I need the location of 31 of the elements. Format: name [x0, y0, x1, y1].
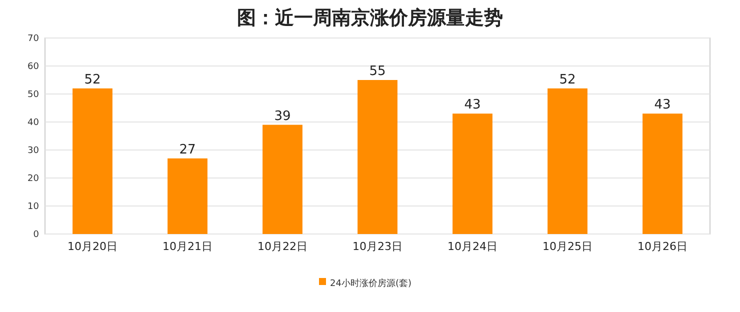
- data-label: 27: [179, 142, 196, 158]
- y-tick-label: 40: [28, 118, 40, 128]
- y-tick-label: 70: [28, 34, 40, 44]
- x-tick-label: 10月22日: [258, 240, 308, 253]
- chart-title: 图：近一周南京涨价房源量走势: [237, 7, 503, 29]
- y-tick-label: 30: [28, 146, 40, 156]
- data-label: 43: [464, 98, 481, 113]
- x-tick-label: 10月24日: [448, 240, 498, 253]
- bar: [72, 88, 112, 234]
- data-label: 55: [369, 64, 386, 79]
- y-tick-label: 0: [33, 230, 40, 240]
- y-tick-label: 60: [28, 62, 40, 72]
- data-label: 39: [274, 108, 291, 124]
- data-label: 52: [559, 72, 576, 88]
- x-tick-label: 10月26日: [638, 240, 688, 253]
- y-tick-label: 50: [28, 90, 40, 100]
- x-tick-label: 10月21日: [162, 240, 212, 253]
- y-tick-label: 20: [28, 174, 40, 184]
- bar: [168, 158, 208, 234]
- x-tick-label: 10月23日: [352, 240, 402, 253]
- y-tick-label: 10: [28, 202, 40, 212]
- bar: [358, 80, 398, 234]
- legend-label: 24小时涨价房源(套): [330, 278, 412, 289]
- bar: [548, 88, 588, 234]
- bar: [452, 114, 492, 234]
- x-tick-label: 10月20日: [68, 240, 118, 253]
- bar: [262, 124, 302, 234]
- data-label: 43: [654, 98, 671, 113]
- data-label: 52: [84, 72, 101, 88]
- x-tick-label: 10月25日: [542, 240, 592, 253]
- bar: [642, 114, 682, 234]
